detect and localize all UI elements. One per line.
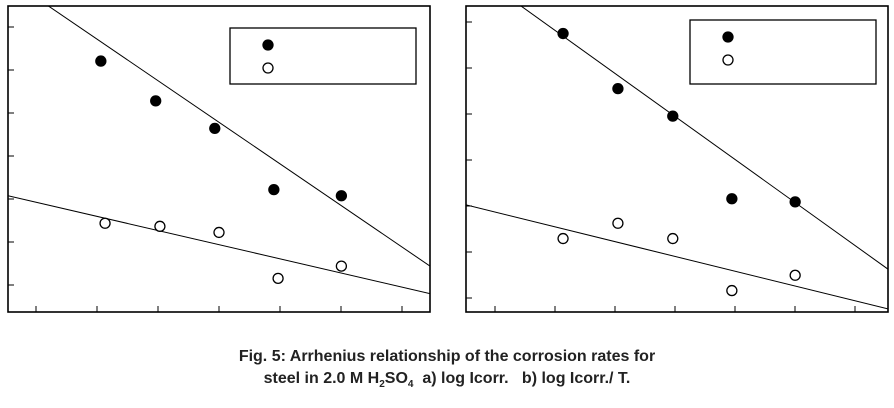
filled-point-3 [726, 193, 738, 205]
fit-line-filled [47, 6, 430, 267]
filled-point-4 [335, 190, 348, 202]
legend-box [689, 19, 877, 85]
open-point-3 [726, 284, 738, 297]
caption-line-2: steel in 2.0 M H2SO4 a) log Icorr. b) lo… [0, 368, 894, 390]
chart-panel-b [465, 5, 889, 313]
filled-point-4 [789, 196, 801, 208]
legend-marker-filled [722, 31, 734, 43]
caption-subscript-4: 4 [407, 379, 414, 390]
fit-lines [8, 6, 430, 295]
open-point-3 [272, 272, 284, 284]
open-point-2 [667, 232, 679, 245]
open-point-1 [612, 217, 624, 229]
caption-text-so: SO [384, 370, 408, 387]
caption-text-suffix: a) log Icorr. b) log Icorr./ T. [413, 370, 631, 387]
legend-marker-filled [262, 39, 274, 51]
open-point-4 [335, 260, 348, 272]
filled-point-1 [612, 82, 624, 95]
open-point-0 [557, 232, 569, 245]
filled-point-2 [667, 110, 679, 122]
caption-subscript-2: 2 [379, 379, 385, 390]
legend-box [229, 27, 417, 85]
fit-lines [466, 6, 888, 310]
open-point-1 [154, 220, 166, 232]
open-point-2 [213, 226, 225, 239]
filled-point-3 [268, 183, 280, 196]
fit-line-open [466, 204, 888, 310]
fit-line-open [8, 195, 430, 295]
open-point-0 [99, 217, 111, 229]
legend-marker-open [262, 62, 274, 74]
figure-caption: Fig. 5: Arrhenius relationship of the co… [0, 346, 894, 390]
filled-point-1 [150, 95, 162, 107]
caption-line-1: Fig. 5: Arrhenius relationship of the co… [238, 348, 656, 365]
legend-marker-open [722, 54, 734, 66]
filled-point-0 [95, 55, 107, 67]
open-point-4 [789, 269, 801, 281]
caption-text-prefix: steel in 2.0 M H [263, 370, 380, 387]
fit-line-filled [520, 6, 888, 270]
filled-point-0 [557, 27, 569, 40]
chart-panel-a [7, 5, 431, 313]
filled-point-2 [209, 122, 221, 135]
